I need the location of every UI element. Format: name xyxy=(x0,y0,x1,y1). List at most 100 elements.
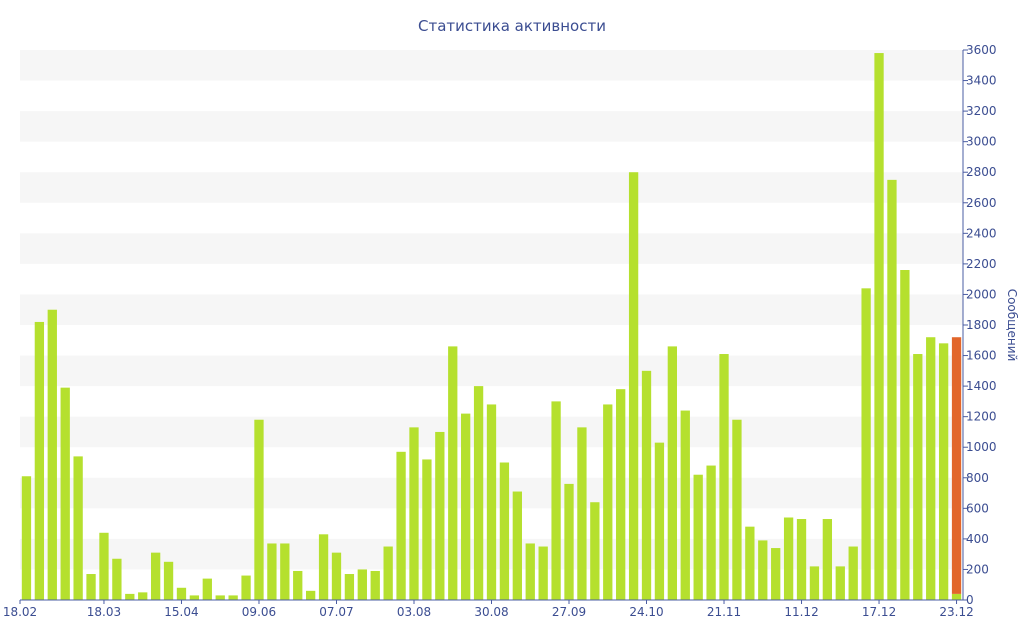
x-tick-label: 18.03 xyxy=(87,605,121,619)
y-tick-label: 2200 xyxy=(966,257,997,271)
bar xyxy=(99,532,109,600)
bar xyxy=(783,517,794,600)
y-tick-label: 2400 xyxy=(966,226,997,240)
bar xyxy=(73,456,83,600)
bar xyxy=(616,389,626,600)
y-tick-label: 2600 xyxy=(966,196,997,210)
bar xyxy=(951,593,962,600)
grid-band xyxy=(20,233,963,264)
y-tick-label: 2800 xyxy=(966,165,997,179)
bar xyxy=(34,321,45,600)
bar xyxy=(874,53,884,601)
bar xyxy=(461,413,471,600)
y-tick-label: 3600 xyxy=(966,43,997,57)
bar xyxy=(641,370,652,600)
bar xyxy=(163,561,174,600)
bar xyxy=(357,569,367,600)
bar xyxy=(228,595,238,600)
bar xyxy=(280,543,290,600)
bar xyxy=(293,570,303,600)
x-tick-label: 30.08 xyxy=(474,605,508,619)
bar xyxy=(318,534,329,600)
bar xyxy=(590,502,600,600)
bar xyxy=(758,540,768,600)
bar xyxy=(370,570,380,600)
bar xyxy=(848,546,858,600)
bar xyxy=(577,427,587,600)
bar xyxy=(835,566,845,600)
x-tick-label: 07.07 xyxy=(319,605,353,619)
bar xyxy=(396,451,406,600)
x-tick-label: 23.12 xyxy=(939,605,973,619)
bar xyxy=(926,337,936,600)
y-tick-label: 1200 xyxy=(966,410,997,424)
bar xyxy=(628,172,639,600)
x-tick-label: 27.09 xyxy=(552,605,586,619)
bar xyxy=(551,401,561,600)
y-tick-label: 1400 xyxy=(966,379,997,393)
x-tick-label: 15.04 xyxy=(164,605,198,619)
bar xyxy=(86,574,96,600)
bar xyxy=(900,270,910,600)
bar xyxy=(809,566,820,600)
bar xyxy=(693,474,703,600)
bar xyxy=(745,526,755,600)
bar xyxy=(486,404,497,600)
bar xyxy=(138,592,148,600)
chart-title: Статистика активности xyxy=(418,17,606,35)
y-tick-label: 3000 xyxy=(966,135,997,149)
bar xyxy=(383,546,393,600)
grid-band xyxy=(20,50,963,81)
y-tick-label: 1000 xyxy=(966,440,997,454)
bar xyxy=(435,431,445,600)
bar xyxy=(422,459,432,600)
y-tick-label: 400 xyxy=(966,532,989,546)
bar-highlight xyxy=(951,337,962,594)
bar xyxy=(525,543,535,600)
bar xyxy=(771,548,781,600)
bar xyxy=(60,387,70,600)
bar xyxy=(21,476,32,600)
y-tick-label: 3200 xyxy=(966,104,997,118)
bar xyxy=(822,519,833,600)
bar xyxy=(732,419,742,600)
x-tick-label: 03.08 xyxy=(397,605,431,619)
bar xyxy=(706,465,716,600)
bar xyxy=(680,410,690,600)
bar xyxy=(189,595,200,600)
x-tick-label: 09.06 xyxy=(242,605,276,619)
x-tick-label: 24.10 xyxy=(629,605,663,619)
bar xyxy=(538,546,548,600)
bar xyxy=(254,419,264,600)
bars xyxy=(21,53,962,601)
bar xyxy=(409,427,419,600)
x-tick-label: 11.12 xyxy=(784,605,818,619)
bar xyxy=(913,354,923,600)
y-tick-label: 1600 xyxy=(966,349,997,363)
bar xyxy=(125,593,135,600)
bar xyxy=(719,354,729,600)
y-tick-label: 3400 xyxy=(966,74,997,88)
bar xyxy=(306,590,316,600)
bar xyxy=(241,575,251,600)
y-tick-label: 2000 xyxy=(966,287,997,301)
bar xyxy=(331,552,342,600)
bar xyxy=(887,179,897,600)
y-tick-label: 800 xyxy=(966,471,989,485)
x-tick-label: 17.12 xyxy=(862,605,896,619)
y-tick-label: 200 xyxy=(966,562,989,576)
bar xyxy=(176,587,187,600)
bar xyxy=(564,483,574,600)
grid-bands xyxy=(20,50,963,570)
bar xyxy=(344,574,355,600)
bar xyxy=(499,462,510,600)
grid-band xyxy=(20,172,963,203)
bar xyxy=(861,288,871,600)
x-axis-ticks: 18.02 18.03 15.04 09.06 07.07 03.08 30.08 27.09… xyxy=(3,600,974,619)
bar xyxy=(667,346,677,600)
grid-band xyxy=(20,294,963,325)
bar xyxy=(215,595,225,600)
y-tick-label: 0 xyxy=(966,593,974,607)
